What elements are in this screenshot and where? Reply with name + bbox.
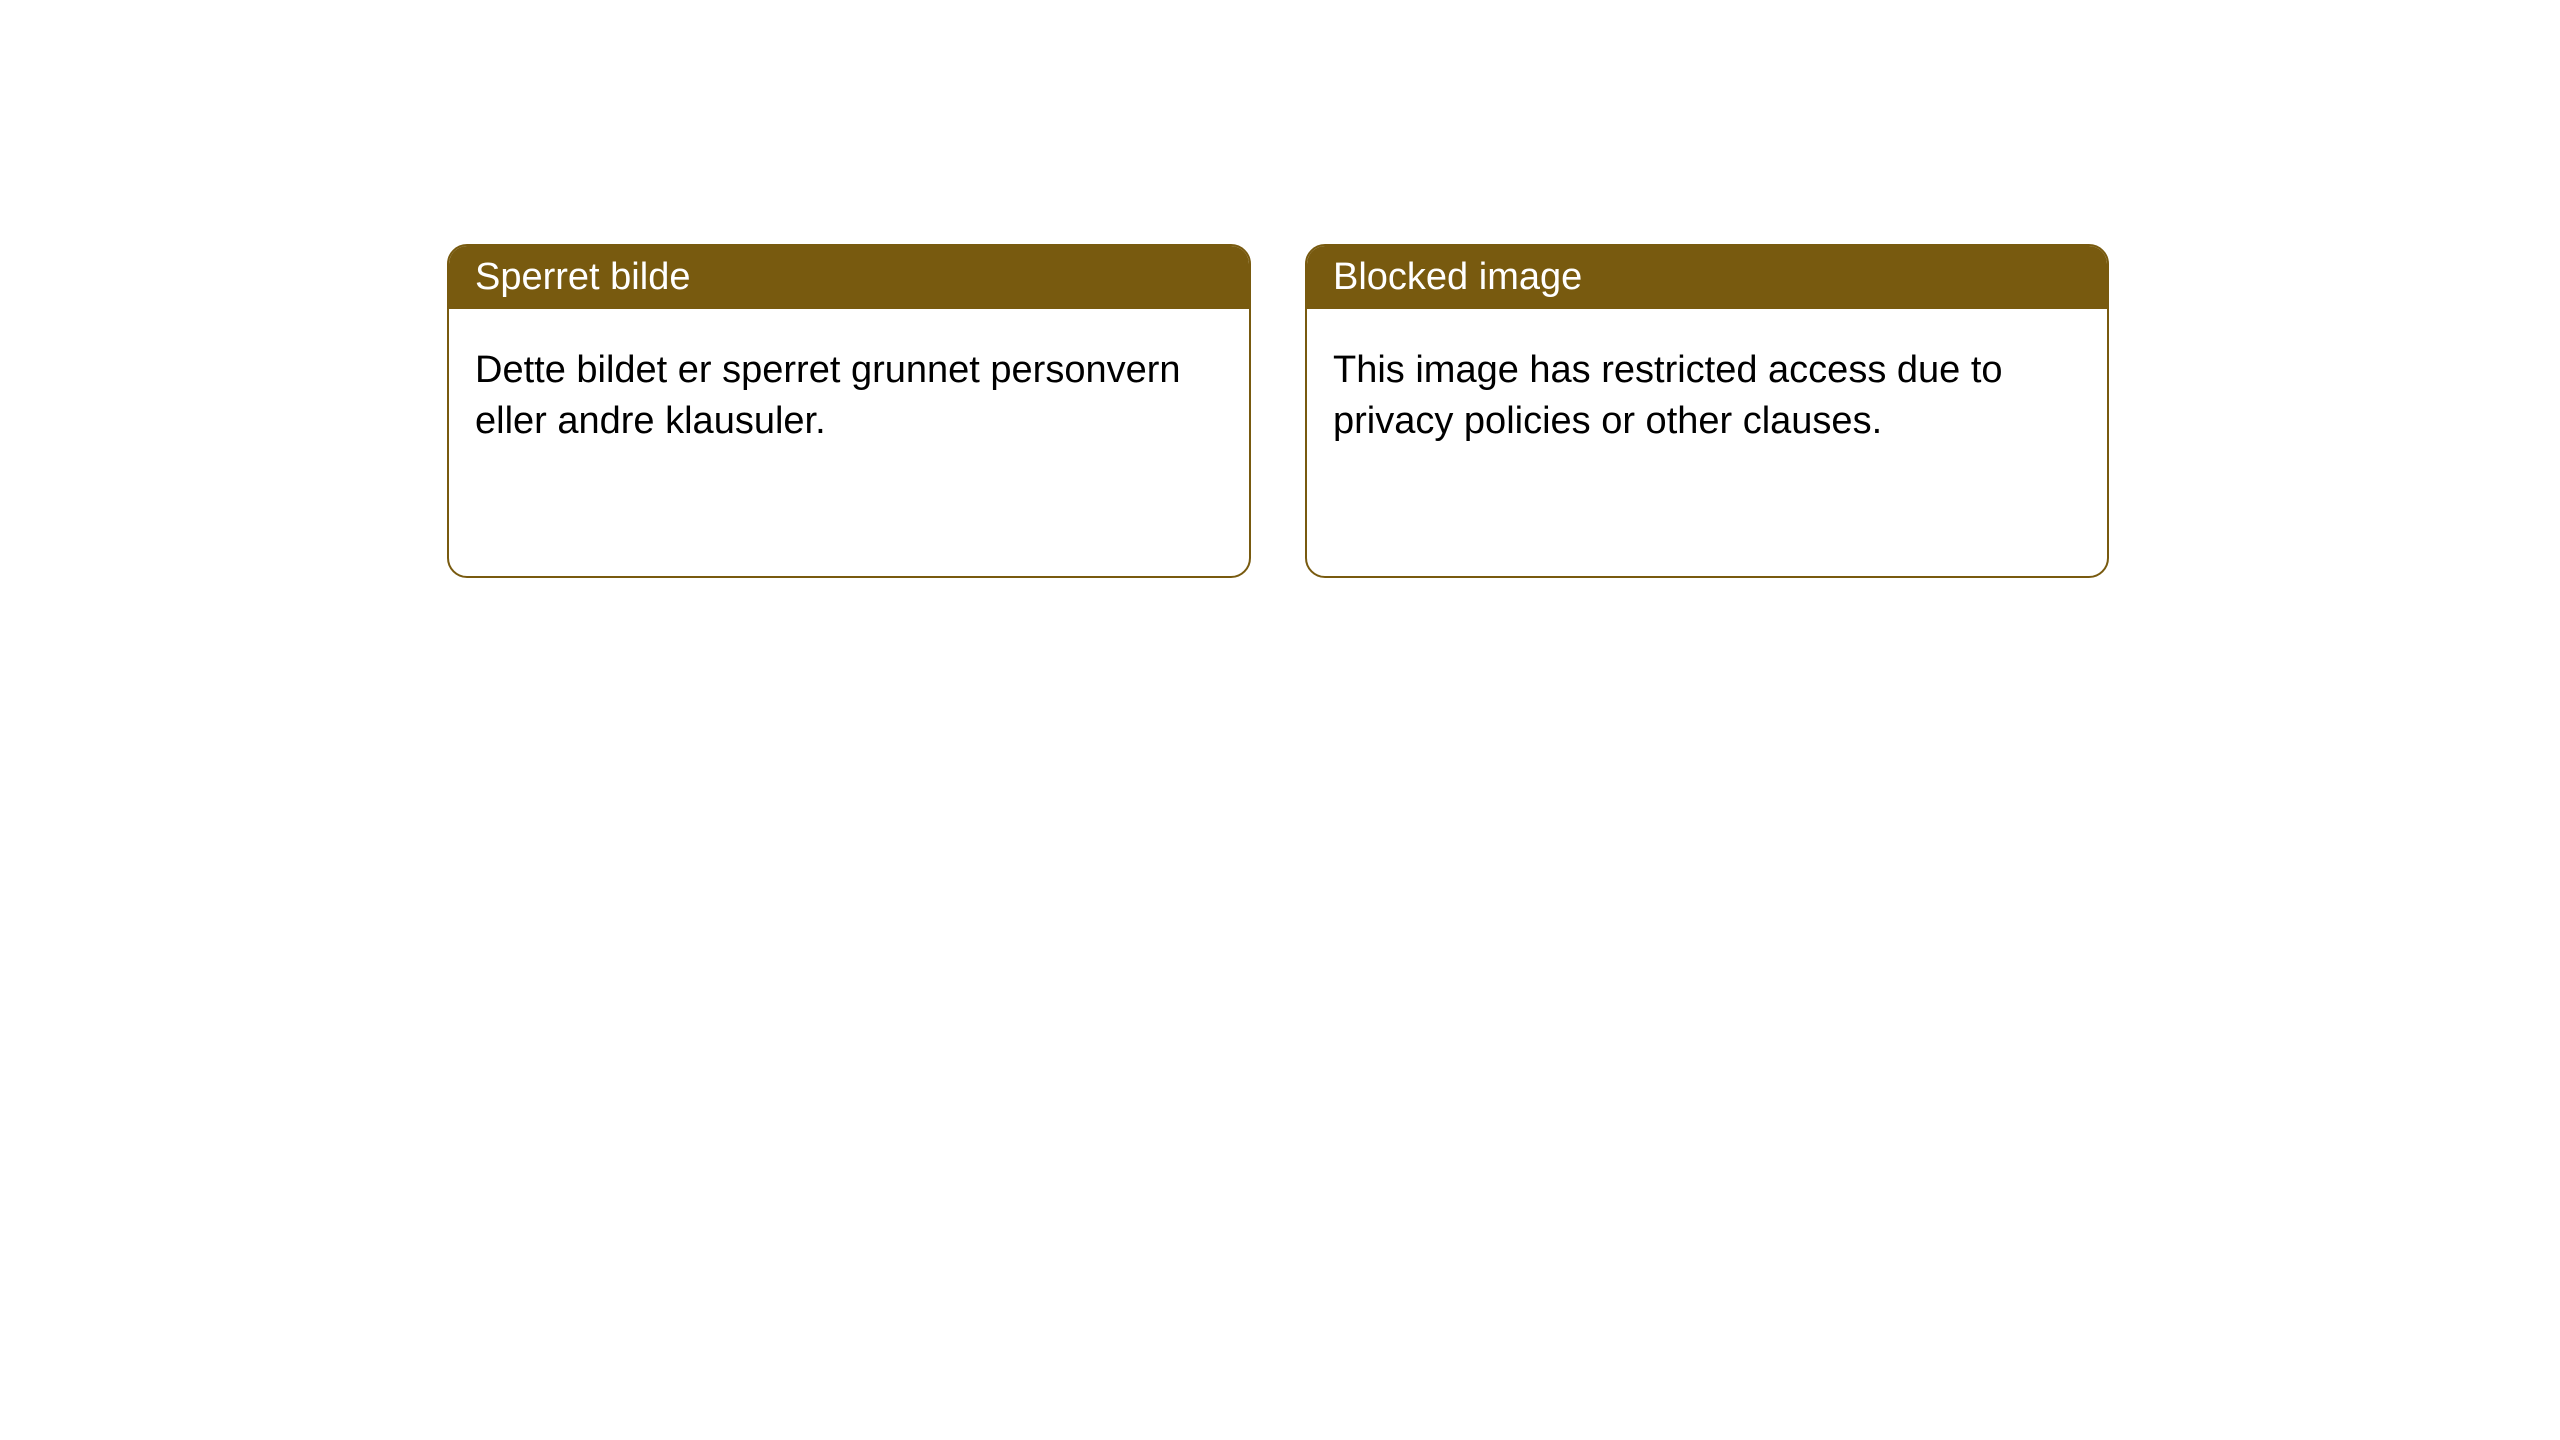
notice-container: Sperret bilde Dette bildet er sperret gr…	[447, 244, 2109, 578]
notice-box-norwegian: Sperret bilde Dette bildet er sperret gr…	[447, 244, 1251, 578]
notice-title-english: Blocked image	[1333, 256, 1582, 298]
notice-body-english: This image has restricted access due to …	[1307, 309, 2107, 484]
notice-body-norwegian: Dette bildet er sperret grunnet personve…	[449, 309, 1249, 484]
notice-text-norwegian: Dette bildet er sperret grunnet personve…	[475, 349, 1181, 442]
notice-title-norwegian: Sperret bilde	[475, 256, 690, 298]
notice-box-english: Blocked image This image has restricted …	[1305, 244, 2109, 578]
notice-header-english: Blocked image	[1307, 246, 2107, 309]
notice-text-english: This image has restricted access due to …	[1333, 349, 2003, 442]
notice-header-norwegian: Sperret bilde	[449, 246, 1249, 309]
